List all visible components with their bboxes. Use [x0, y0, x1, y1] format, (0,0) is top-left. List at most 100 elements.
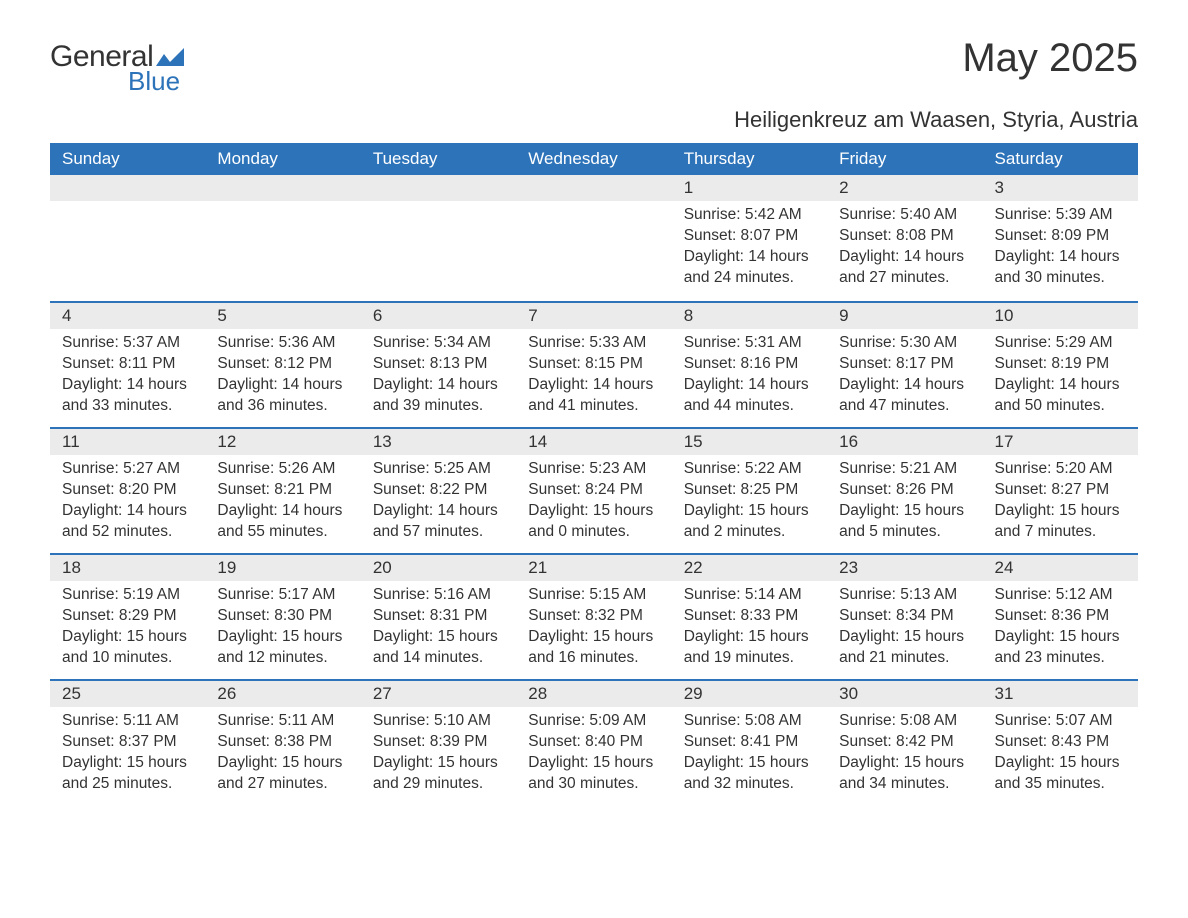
calendar-day: 21Sunrise: 5:15 AMSunset: 8:32 PMDayligh… — [516, 555, 671, 679]
calendar-day: 5Sunrise: 5:36 AMSunset: 8:12 PMDaylight… — [205, 303, 360, 427]
sunset-text: Sunset: 8:27 PM — [995, 480, 1126, 501]
calendar-day: 4Sunrise: 5:37 AMSunset: 8:11 PMDaylight… — [50, 303, 205, 427]
sunrise-text: Sunrise: 5:36 AM — [217, 333, 348, 354]
sunset-text: Sunset: 8:08 PM — [839, 226, 970, 247]
daylight-text: Daylight: 14 hours and 30 minutes. — [995, 247, 1126, 289]
day-details: Sunrise: 5:19 AMSunset: 8:29 PMDaylight:… — [50, 581, 205, 669]
day-details: Sunrise: 5:26 AMSunset: 8:21 PMDaylight:… — [205, 455, 360, 543]
day-details: Sunrise: 5:15 AMSunset: 8:32 PMDaylight:… — [516, 581, 671, 669]
day-number — [516, 175, 671, 201]
location-subtitle: Heiligenkreuz am Waasen, Styria, Austria — [50, 107, 1138, 133]
day-details: Sunrise: 5:39 AMSunset: 8:09 PMDaylight:… — [983, 201, 1138, 289]
calendar-day: 29Sunrise: 5:08 AMSunset: 8:41 PMDayligh… — [672, 681, 827, 805]
calendar-day: 17Sunrise: 5:20 AMSunset: 8:27 PMDayligh… — [983, 429, 1138, 553]
header: General Blue May 2025 — [50, 40, 1138, 97]
sunrise-text: Sunrise: 5:30 AM — [839, 333, 970, 354]
weekday-header: Monday — [205, 143, 360, 175]
weekday-header: Tuesday — [361, 143, 516, 175]
weekday-header: Wednesday — [516, 143, 671, 175]
day-number: 13 — [361, 429, 516, 455]
brand-logo: General Blue — [50, 40, 184, 97]
calendar-week: 4Sunrise: 5:37 AMSunset: 8:11 PMDaylight… — [50, 301, 1138, 427]
day-details: Sunrise: 5:12 AMSunset: 8:36 PMDaylight:… — [983, 581, 1138, 669]
daylight-text: Daylight: 14 hours and 57 minutes. — [373, 501, 504, 543]
day-number — [205, 175, 360, 201]
daylight-text: Daylight: 15 hours and 14 minutes. — [373, 627, 504, 669]
sunset-text: Sunset: 8:29 PM — [62, 606, 193, 627]
calendar-body: 1Sunrise: 5:42 AMSunset: 8:07 PMDaylight… — [50, 175, 1138, 805]
daylight-text: Daylight: 15 hours and 23 minutes. — [995, 627, 1126, 669]
calendar-day: 3Sunrise: 5:39 AMSunset: 8:09 PMDaylight… — [983, 175, 1138, 301]
day-number — [50, 175, 205, 201]
daylight-text: Daylight: 15 hours and 12 minutes. — [217, 627, 348, 669]
day-number: 17 — [983, 429, 1138, 455]
day-details: Sunrise: 5:09 AMSunset: 8:40 PMDaylight:… — [516, 707, 671, 795]
sunrise-text: Sunrise: 5:27 AM — [62, 459, 193, 480]
calendar-day — [516, 175, 671, 301]
day-number: 10 — [983, 303, 1138, 329]
sunset-text: Sunset: 8:21 PM — [217, 480, 348, 501]
daylight-text: Daylight: 14 hours and 39 minutes. — [373, 375, 504, 417]
daylight-text: Daylight: 14 hours and 50 minutes. — [995, 375, 1126, 417]
sunset-text: Sunset: 8:33 PM — [684, 606, 815, 627]
sunset-text: Sunset: 8:24 PM — [528, 480, 659, 501]
daylight-text: Daylight: 14 hours and 55 minutes. — [217, 501, 348, 543]
sunset-text: Sunset: 8:39 PM — [373, 732, 504, 753]
day-number: 27 — [361, 681, 516, 707]
sunset-text: Sunset: 8:40 PM — [528, 732, 659, 753]
sunrise-text: Sunrise: 5:13 AM — [839, 585, 970, 606]
calendar-day: 26Sunrise: 5:11 AMSunset: 8:38 PMDayligh… — [205, 681, 360, 805]
calendar-day: 10Sunrise: 5:29 AMSunset: 8:19 PMDayligh… — [983, 303, 1138, 427]
day-number: 6 — [361, 303, 516, 329]
calendar-day — [205, 175, 360, 301]
sunset-text: Sunset: 8:09 PM — [995, 226, 1126, 247]
calendar-day — [50, 175, 205, 301]
sunset-text: Sunset: 8:31 PM — [373, 606, 504, 627]
sunrise-text: Sunrise: 5:31 AM — [684, 333, 815, 354]
daylight-text: Daylight: 14 hours and 33 minutes. — [62, 375, 193, 417]
day-details: Sunrise: 5:37 AMSunset: 8:11 PMDaylight:… — [50, 329, 205, 417]
day-details: Sunrise: 5:36 AMSunset: 8:12 PMDaylight:… — [205, 329, 360, 417]
daylight-text: Daylight: 14 hours and 52 minutes. — [62, 501, 193, 543]
sunset-text: Sunset: 8:13 PM — [373, 354, 504, 375]
day-number: 7 — [516, 303, 671, 329]
sunrise-text: Sunrise: 5:23 AM — [528, 459, 659, 480]
sunset-text: Sunset: 8:30 PM — [217, 606, 348, 627]
sunrise-text: Sunrise: 5:40 AM — [839, 205, 970, 226]
day-details: Sunrise: 5:27 AMSunset: 8:20 PMDaylight:… — [50, 455, 205, 543]
day-number: 22 — [672, 555, 827, 581]
day-details: Sunrise: 5:17 AMSunset: 8:30 PMDaylight:… — [205, 581, 360, 669]
daylight-text: Daylight: 14 hours and 44 minutes. — [684, 375, 815, 417]
sunset-text: Sunset: 8:34 PM — [839, 606, 970, 627]
calendar-day: 23Sunrise: 5:13 AMSunset: 8:34 PMDayligh… — [827, 555, 982, 679]
day-details: Sunrise: 5:11 AMSunset: 8:37 PMDaylight:… — [50, 707, 205, 795]
day-details: Sunrise: 5:14 AMSunset: 8:33 PMDaylight:… — [672, 581, 827, 669]
daylight-text: Daylight: 15 hours and 10 minutes. — [62, 627, 193, 669]
sunrise-text: Sunrise: 5:34 AM — [373, 333, 504, 354]
calendar-day: 27Sunrise: 5:10 AMSunset: 8:39 PMDayligh… — [361, 681, 516, 805]
calendar-day: 22Sunrise: 5:14 AMSunset: 8:33 PMDayligh… — [672, 555, 827, 679]
day-number: 26 — [205, 681, 360, 707]
daylight-text: Daylight: 15 hours and 5 minutes. — [839, 501, 970, 543]
sunset-text: Sunset: 8:17 PM — [839, 354, 970, 375]
daylight-text: Daylight: 15 hours and 32 minutes. — [684, 753, 815, 795]
sunrise-text: Sunrise: 5:39 AM — [995, 205, 1126, 226]
daylight-text: Daylight: 15 hours and 25 minutes. — [62, 753, 193, 795]
daylight-text: Daylight: 14 hours and 27 minutes. — [839, 247, 970, 289]
calendar-week: 1Sunrise: 5:42 AMSunset: 8:07 PMDaylight… — [50, 175, 1138, 301]
sunrise-text: Sunrise: 5:29 AM — [995, 333, 1126, 354]
day-details: Sunrise: 5:31 AMSunset: 8:16 PMDaylight:… — [672, 329, 827, 417]
calendar-week: 25Sunrise: 5:11 AMSunset: 8:37 PMDayligh… — [50, 679, 1138, 805]
sunset-text: Sunset: 8:11 PM — [62, 354, 193, 375]
day-details: Sunrise: 5:16 AMSunset: 8:31 PMDaylight:… — [361, 581, 516, 669]
calendar-week: 11Sunrise: 5:27 AMSunset: 8:20 PMDayligh… — [50, 427, 1138, 553]
sunset-text: Sunset: 8:32 PM — [528, 606, 659, 627]
day-number: 21 — [516, 555, 671, 581]
calendar-header-row: SundayMondayTuesdayWednesdayThursdayFrid… — [50, 143, 1138, 175]
calendar-day: 24Sunrise: 5:12 AMSunset: 8:36 PMDayligh… — [983, 555, 1138, 679]
sunrise-text: Sunrise: 5:20 AM — [995, 459, 1126, 480]
day-details: Sunrise: 5:34 AMSunset: 8:13 PMDaylight:… — [361, 329, 516, 417]
calendar-day: 31Sunrise: 5:07 AMSunset: 8:43 PMDayligh… — [983, 681, 1138, 805]
day-number: 5 — [205, 303, 360, 329]
weekday-header: Thursday — [672, 143, 827, 175]
